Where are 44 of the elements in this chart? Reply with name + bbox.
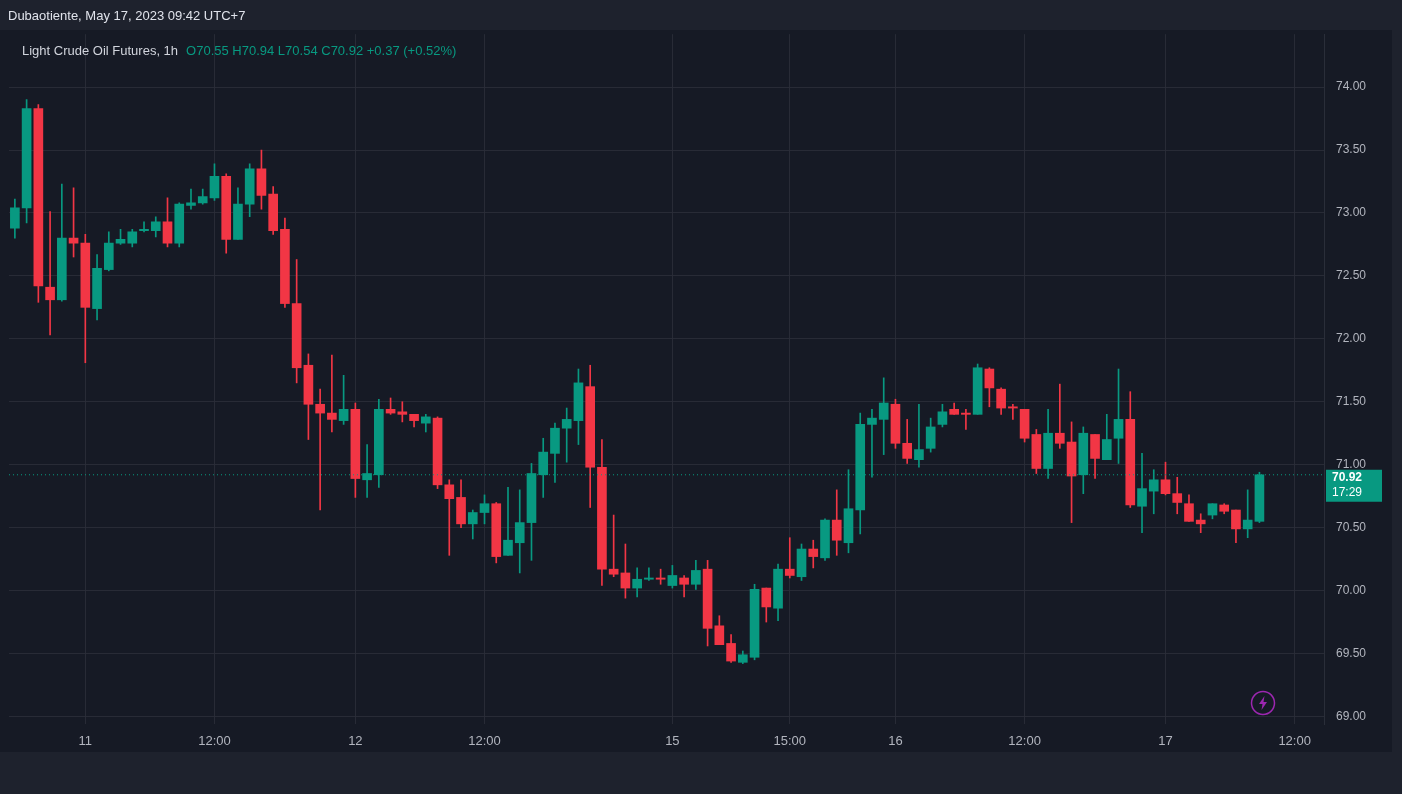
x-tick-label: 17	[1158, 733, 1173, 749]
annotation: O70.55 H70.94 L70.54 C70.92 +0.37 (+0.52%)	[186, 43, 457, 58]
x-tick-label: 12:00	[1278, 733, 1311, 749]
y-tick-label: 73.00	[1336, 205, 1367, 220]
candlestick	[644, 567, 654, 581]
candlestick	[784, 537, 795, 579]
x-tick-label: 11	[78, 733, 93, 749]
x-tick-label: 12	[348, 733, 363, 749]
candlestick	[315, 388, 325, 511]
x-tick-label: 12:00	[198, 733, 231, 749]
y-tick-label: 73.50	[1336, 142, 1367, 157]
candlestick	[1008, 403, 1018, 420]
text: Dubaotiente, May 17, 2023 09:42 UTC+7	[8, 8, 246, 23]
y-tick-label: 69.00	[1336, 708, 1367, 723]
y-tick-label: 72.50	[1336, 268, 1367, 283]
y-tick-label: 69.50	[1336, 645, 1367, 660]
ref-line-label: 70.92	[1332, 470, 1363, 485]
candlestick	[878, 377, 889, 455]
candlestick	[45, 211, 55, 336]
candlestick	[961, 408, 971, 430]
x-tick-label: 12:00	[468, 733, 501, 749]
y-tick-label: 71.50	[1336, 394, 1367, 409]
x-tick-label: 12:00	[1008, 733, 1041, 749]
y-tick-label: 71.00	[1336, 457, 1367, 472]
y-tick-label: 70.00	[1336, 582, 1367, 597]
candlestick	[397, 401, 408, 423]
candlestick	[139, 221, 149, 233]
x-tick-label: 15	[665, 733, 680, 749]
candlestick	[1195, 513, 1206, 533]
x-tick-label: 16	[888, 733, 903, 749]
candlestick	[561, 407, 572, 463]
candlestick	[914, 403, 924, 468]
candlestick	[444, 479, 455, 556]
y-tick-label: 72.00	[1336, 331, 1367, 346]
text: 17:29	[1332, 485, 1363, 500]
y-tick-label: 70.50	[1336, 519, 1367, 534]
candlestick	[186, 188, 196, 210]
candlestick	[327, 354, 337, 433]
x-tick-label: 15:00	[773, 733, 807, 749]
candlestick	[1242, 489, 1253, 539]
y-tick-label: 74.00	[1336, 79, 1367, 94]
candlestick	[1055, 383, 1065, 449]
candlestick	[503, 487, 513, 556]
text: Light Crude Oil Futures, 1h	[22, 43, 179, 58]
